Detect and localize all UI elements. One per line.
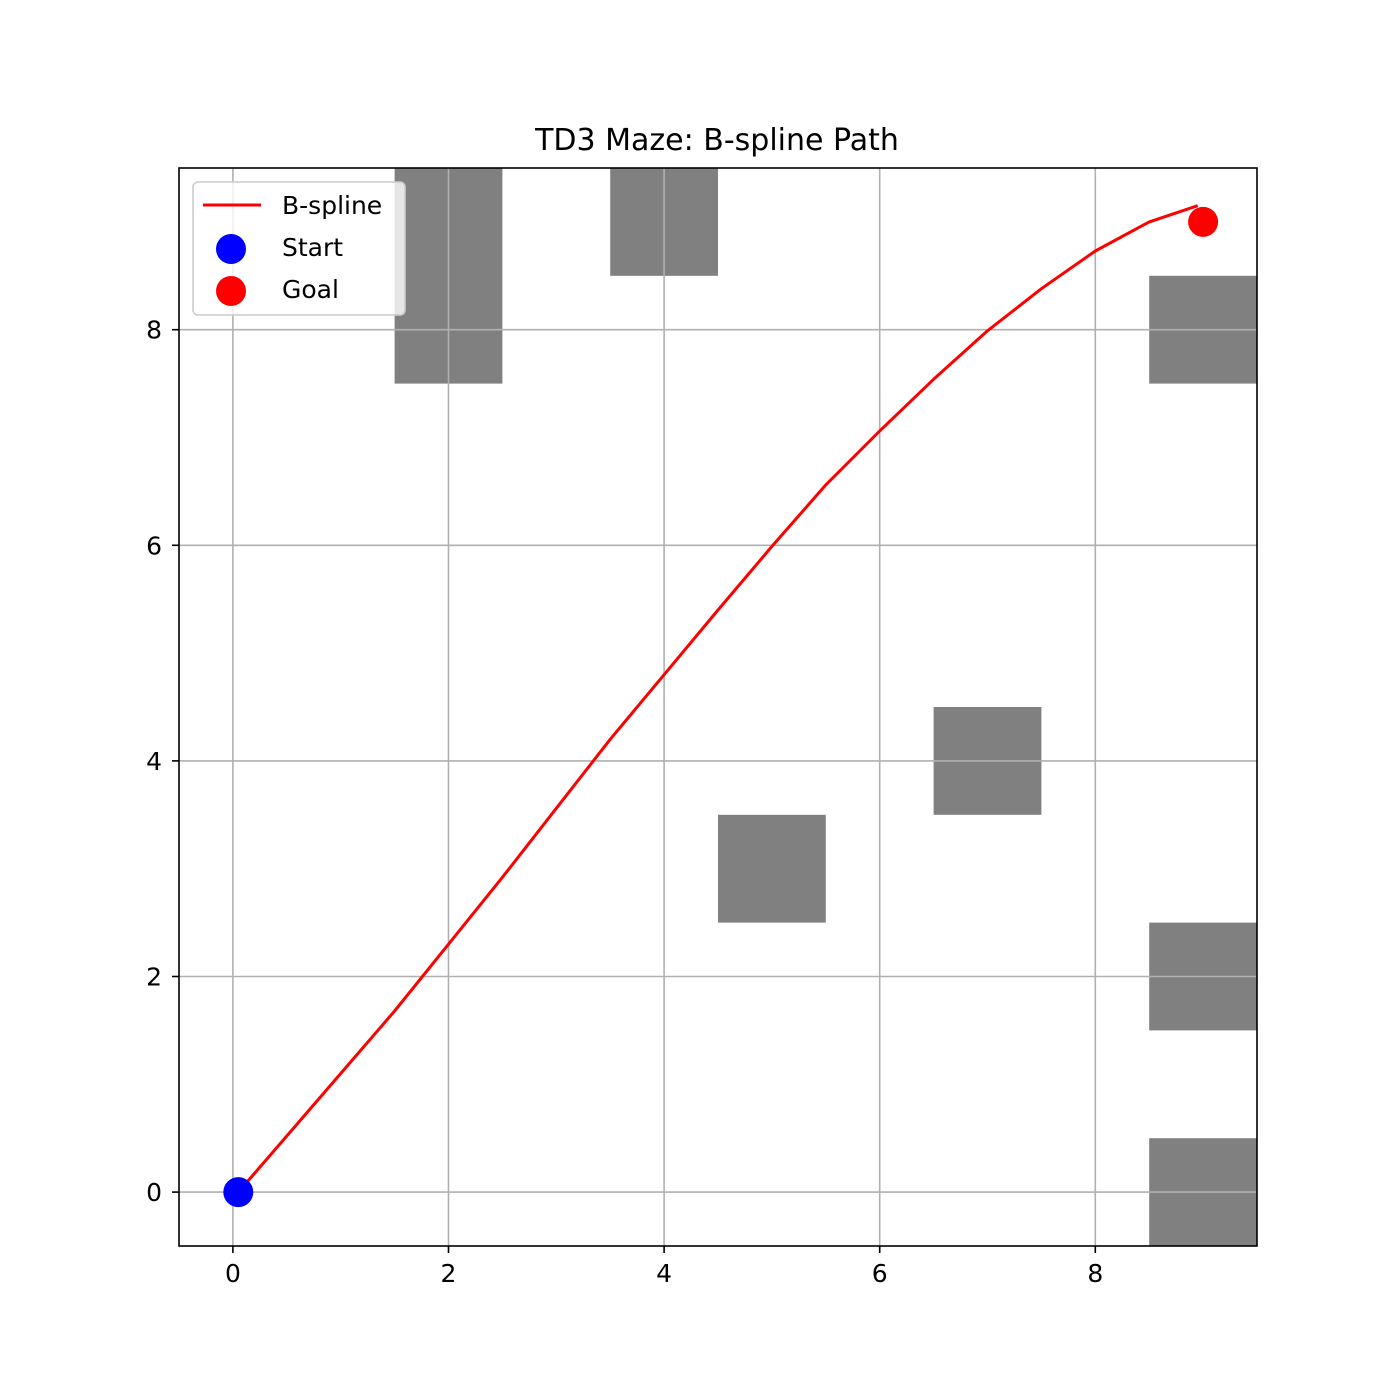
series-layer	[223, 204, 1219, 1208]
x-tick-label: 0	[225, 1259, 241, 1288]
point-goal	[1188, 206, 1219, 237]
x-tick-label: 4	[656, 1259, 672, 1288]
y-tick-label: 4	[146, 747, 162, 776]
y-tick-label: 6	[146, 531, 162, 560]
legend-swatch-start	[216, 234, 246, 264]
series-line-bspline	[237, 204, 1199, 1194]
plot-frame	[178, 167, 1258, 1247]
grid-layer	[179, 168, 1257, 1246]
ticks-layer: 0 2 4 6 8 0 2 4 6 8	[146, 316, 1103, 1288]
legend: B-spline Start Goal	[192, 181, 406, 316]
x-tick-label: 6	[872, 1259, 888, 1288]
y-tick-label: 2	[146, 963, 162, 992]
legend-swatch-goal	[216, 276, 246, 306]
legend-label-b-spline: B-spline	[282, 191, 382, 220]
chart-title: TD3 Maze: B-spline Path	[534, 123, 899, 158]
legend-box	[192, 181, 406, 316]
obstacle-4	[718, 814, 826, 923]
legend-label-goal: Goal	[282, 275, 339, 304]
y-tick-label: 0	[146, 1178, 162, 1207]
x-tick-label: 8	[1087, 1259, 1103, 1288]
y-tick-label: 8	[146, 316, 162, 345]
point-start	[223, 1177, 254, 1208]
legend-label-start: Start	[282, 233, 343, 262]
x-tick-label: 2	[441, 1259, 457, 1288]
